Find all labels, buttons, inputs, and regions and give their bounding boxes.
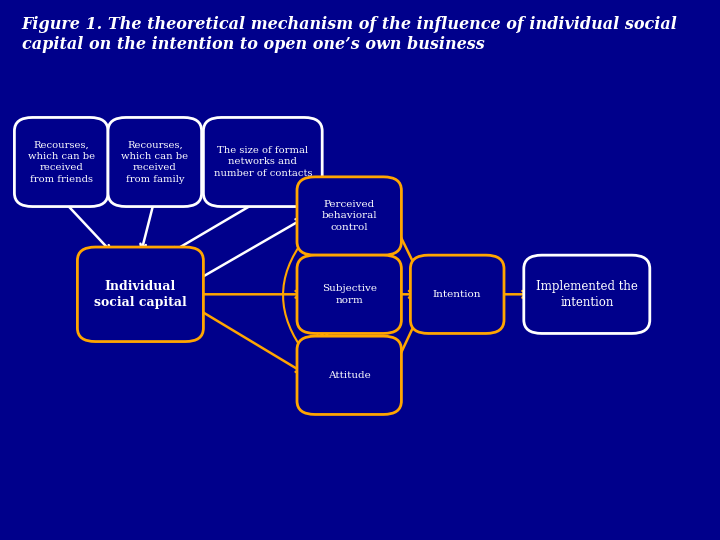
Text: Attitude: Attitude [328, 371, 371, 380]
FancyBboxPatch shape [523, 255, 649, 333]
Text: Implemented the
intention: Implemented the intention [536, 280, 638, 309]
FancyBboxPatch shape [410, 255, 504, 333]
FancyBboxPatch shape [297, 336, 402, 415]
Text: Perceived
behavioral
control: Perceived behavioral control [321, 200, 377, 232]
Text: Subjective
norm: Subjective norm [322, 284, 377, 305]
FancyBboxPatch shape [297, 177, 402, 255]
FancyBboxPatch shape [203, 117, 323, 206]
FancyBboxPatch shape [14, 117, 108, 206]
Text: Figure 1. The theoretical mechanism of the influence of individual social
capita: Figure 1. The theoretical mechanism of t… [22, 16, 678, 53]
FancyBboxPatch shape [108, 117, 202, 206]
Text: Recourses,
which can be
received
from friends: Recourses, which can be received from fr… [27, 140, 95, 184]
Text: The size of formal
networks and
number of contacts: The size of formal networks and number o… [214, 146, 312, 178]
Text: Intention: Intention [433, 290, 482, 299]
Text: Recourses,
which can be
received
from family: Recourses, which can be received from fa… [121, 140, 189, 184]
Text: Individual
social capital: Individual social capital [94, 280, 186, 309]
FancyBboxPatch shape [78, 247, 203, 342]
FancyBboxPatch shape [297, 255, 402, 333]
